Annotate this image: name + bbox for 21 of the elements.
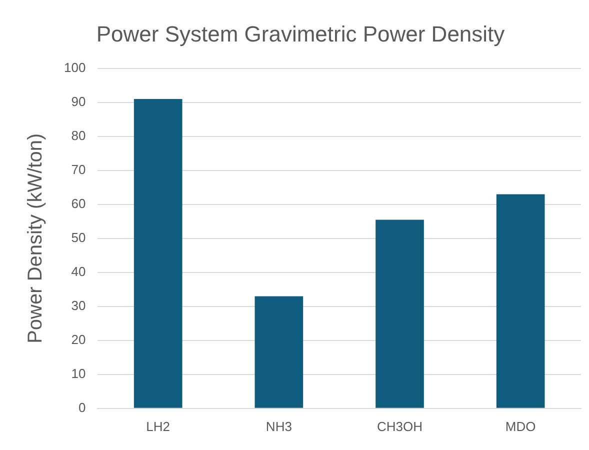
- y-tick-label: 50: [71, 230, 86, 245]
- bar: [134, 99, 182, 408]
- bar: [496, 194, 545, 408]
- y-tick-label: 30: [71, 298, 86, 313]
- chart-title: Power System Gravimetric Power Density: [96, 21, 505, 46]
- x-tick-label: MDO: [505, 418, 536, 434]
- y-tick-label: 60: [71, 196, 86, 211]
- bar: [254, 296, 304, 408]
- y-tick-label: 20: [71, 332, 86, 347]
- y-tick-label: 100: [64, 60, 86, 75]
- y-tick-label: 80: [71, 128, 86, 143]
- y-tick-label: 10: [71, 366, 86, 381]
- y-tick-label: 40: [71, 264, 86, 279]
- x-tick-label: NH3: [266, 418, 292, 434]
- y-tick-label: 90: [71, 94, 86, 109]
- x-tick-label: CH3OH: [377, 418, 423, 434]
- y-tick-label: 0: [78, 400, 86, 415]
- y-axis-title: Power Density (kW/ton): [24, 133, 47, 344]
- bar: [376, 220, 424, 408]
- y-tick-label: 70: [71, 162, 86, 177]
- x-tick-label: LH2: [146, 418, 170, 434]
